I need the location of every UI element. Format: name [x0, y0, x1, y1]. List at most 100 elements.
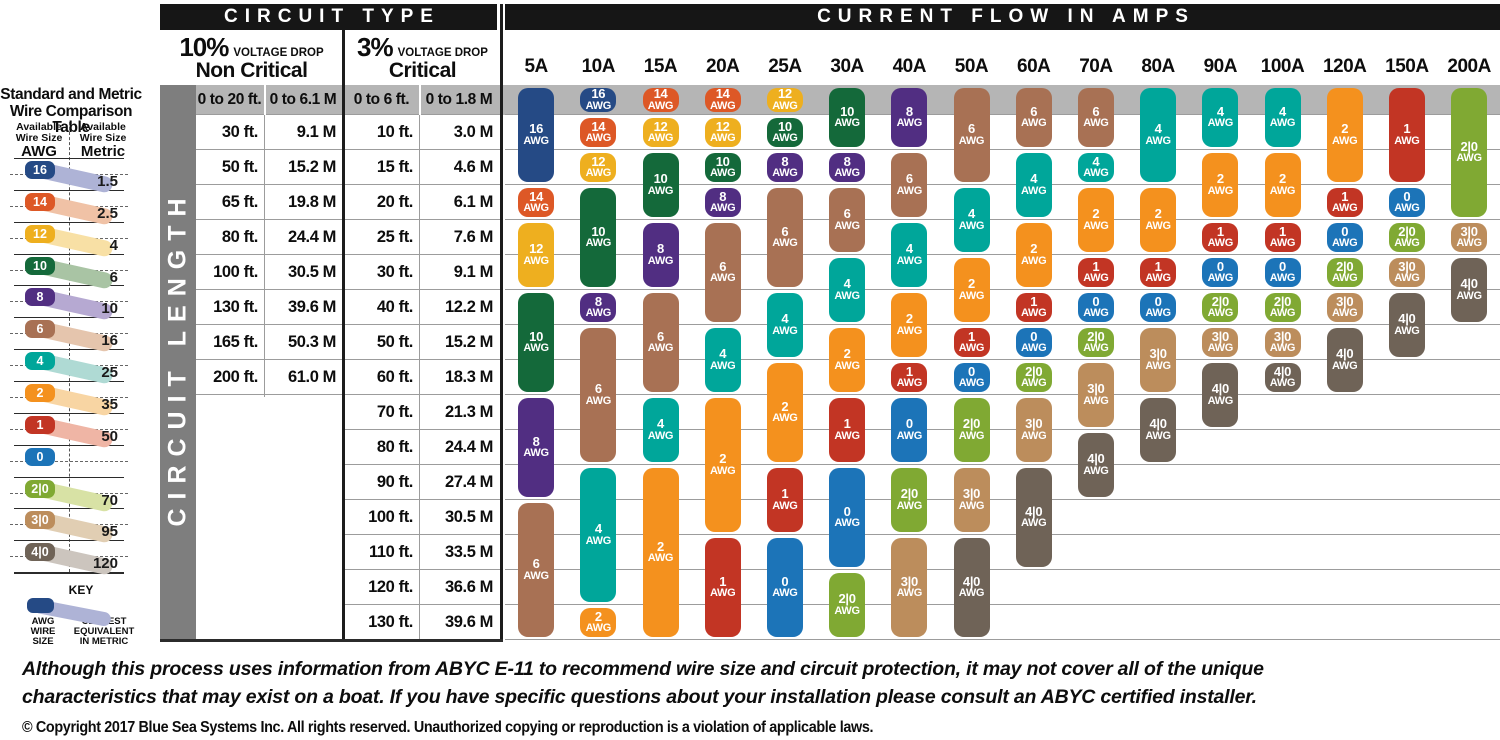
metric-header-line3: Metric — [80, 143, 126, 160]
pill-10A-12awg: 12 AWG — [580, 153, 617, 182]
pill-awg-unit: AWG — [523, 134, 549, 147]
amp-header-50A: 50A — [954, 56, 989, 77]
current-flow-header: CURRENT FLOW IN AMPS — [505, 4, 1500, 30]
metric-value: 1.5 — [97, 173, 118, 190]
pill-awg-value: 12 — [777, 86, 792, 101]
pill-120A-300awg: 3|0 AWG — [1326, 293, 1363, 322]
pill-awg-value: 10 — [529, 328, 544, 344]
pill-30A-1awg: 1 AWG — [829, 398, 866, 462]
pill-60A-2awg: 2 AWG — [1015, 223, 1052, 287]
pill-25A-0awg: 0 AWG — [766, 538, 803, 637]
length-cell-m3-row10: 21.3 M — [420, 395, 500, 430]
length-cell-m10-row9: 61.0 M — [265, 360, 343, 395]
pill-awg-unit: AWG — [523, 254, 549, 267]
pill-awg-value: 4|0 — [1273, 363, 1292, 379]
amp-header-70A: 70A — [1079, 56, 1113, 77]
pill-awg-unit: AWG — [772, 237, 798, 249]
wire-row-16awg: 16 1.5 — [10, 158, 128, 194]
pill-awg-unit: AWG — [1331, 359, 1358, 372]
pill-awg-unit: AWG — [585, 534, 612, 547]
wire-row-400awg: 4|0 120 — [10, 540, 128, 577]
pill-50A-4awg: 4 AWG — [953, 188, 990, 252]
pill-awg-unit: AWG — [1331, 134, 1358, 147]
pill-awg-value: 2 — [905, 311, 913, 326]
pill-70A-6awg: 6 AWG — [1077, 88, 1114, 147]
pill-awg-unit: AWG — [834, 219, 860, 232]
metric-value: 95 — [101, 523, 118, 541]
pill-150A-0awg: 0 AWG — [1388, 188, 1425, 217]
pill-awg-value: 4|0 — [1025, 503, 1043, 519]
pill-awg-value: 1 — [1403, 121, 1411, 136]
pill-awg-value: 2|0 — [1025, 363, 1043, 379]
length-cell-ft3-row10: 70 ft. — [345, 395, 420, 430]
pill-awg-unit: AWG — [1020, 117, 1047, 129]
pill-awg-value: 8 — [657, 241, 664, 256]
pill-awg-value: 2 — [1092, 206, 1100, 221]
amp-header-10A: 10A — [581, 56, 616, 77]
pill-awg-unit: AWG — [1020, 342, 1047, 354]
pill-10A-4awg: 4 AWG — [580, 468, 617, 602]
awg-pill: 4|0 — [25, 543, 55, 562]
awg-header-line2: Wire Size — [15, 132, 63, 144]
pill-awg-value: 3|0 — [1149, 346, 1167, 361]
pill-awg-unit: AWG — [896, 499, 923, 512]
pill-50A-1awg: 1 AWG — [953, 328, 990, 357]
pill-70A-0awg: 0 AWG — [1077, 293, 1114, 322]
pill-awg-unit: AWG — [1020, 377, 1047, 389]
pill-awg-value: 6 — [781, 223, 789, 239]
pill-awg-value: 1 — [1279, 223, 1286, 239]
pill-awg-unit: AWG — [1269, 272, 1296, 284]
row-dashed-line — [10, 460, 128, 462]
pill-80A-0awg: 0 AWG — [1140, 293, 1177, 322]
pill-30A-0awg: 0 AWG — [829, 468, 866, 567]
gridline-row-12 — [505, 499, 1500, 500]
pill-90A-0awg: 0 AWG — [1202, 258, 1239, 287]
pill-awg-unit: AWG — [1456, 289, 1482, 302]
metric-value: 6 — [109, 268, 118, 286]
length-cell-m3-row12: 27.4 M — [420, 465, 500, 500]
length-cell-ft3-row8: 50 ft. — [345, 325, 420, 360]
pill-20A-2awg: 2 AWG — [704, 398, 741, 532]
pill-awg-value: 0 — [968, 363, 975, 379]
pill-90A-4awg: 4 AWG — [1202, 88, 1239, 147]
gridline-row-5 — [505, 254, 1500, 255]
pill-awg-value: 2|0 — [1211, 293, 1230, 309]
pill-awg-value: 1 — [1154, 258, 1162, 274]
length-cell-m10-row1: 0 to 6.1 M — [265, 85, 343, 115]
pill-awg-value: 3|0 — [1025, 416, 1043, 431]
pill-15A-10awg: 10 AWG — [642, 153, 679, 217]
voltage-drop-text-3: VOLTAGE DROP — [397, 47, 488, 59]
pill-awg-unit: AWG — [772, 99, 798, 112]
pill-awg-unit: AWG — [709, 359, 736, 372]
amp-header-90A: 90A — [1203, 56, 1238, 77]
pill-20A-12awg: 12 AWG — [704, 118, 741, 147]
amp-header-60A: 60A — [1017, 56, 1051, 77]
pill-awg-unit: AWG — [523, 202, 549, 214]
pill-awg-value: 0 — [781, 573, 789, 589]
pill-50A-6awg: 6 AWG — [953, 88, 990, 182]
pill-awg-unit: AWG — [1394, 202, 1420, 214]
pill-awg-unit: AWG — [896, 377, 923, 389]
pill-awg-value: 2 — [657, 538, 664, 554]
pill-awg-value: 0 — [905, 416, 913, 431]
pill-awg-value: 4 — [1030, 171, 1038, 186]
pill-150A-1awg: 1 AWG — [1388, 88, 1425, 182]
pill-awg-unit: AWG — [896, 587, 923, 599]
pill-awg-value: 3|0 — [1398, 258, 1416, 274]
pill-awg-value: 0 — [1403, 188, 1411, 204]
amp-header-80A: 80A — [1141, 56, 1175, 77]
pill-20A-6awg: 6 AWG — [704, 223, 741, 322]
pill-awg-unit: AWG — [896, 429, 923, 442]
pill-awg-value: 4|0 — [1149, 416, 1167, 431]
length-cell-ft10-row4: 65 ft. — [196, 185, 265, 220]
awg-metric-dashed-divider — [69, 122, 70, 572]
pill-awg-value: 2|0 — [962, 416, 981, 431]
pill-awg-unit: AWG — [896, 324, 923, 337]
pill-awg-unit: AWG — [709, 167, 736, 179]
pill-40A-0awg: 0 AWG — [891, 398, 928, 462]
pill-120A-400awg: 4|0 AWG — [1326, 328, 1363, 392]
amp-header-200A: 200A — [1447, 56, 1491, 77]
pill-awg-unit: AWG — [958, 377, 985, 389]
pill-awg-unit: AWG — [709, 587, 736, 599]
wire-comparison-title-line2: Wire Comparison Table — [9, 102, 133, 136]
